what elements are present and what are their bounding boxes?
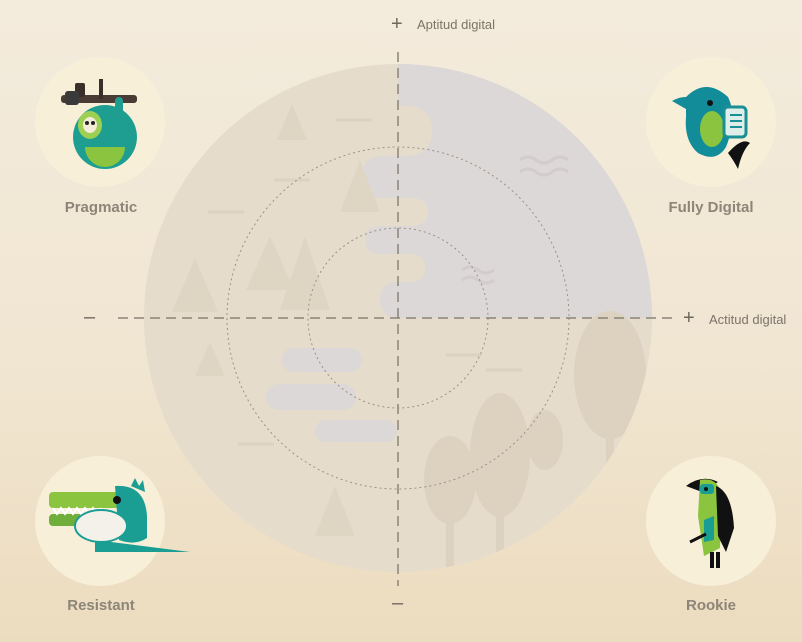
vertical-axis-label: Aptitud digital bbox=[417, 17, 496, 32]
fully-digital-medallion bbox=[646, 57, 776, 187]
wave-decor bbox=[461, 155, 569, 285]
dolphin-icon bbox=[672, 87, 750, 169]
horizontal-minus-sign: – bbox=[84, 306, 96, 328]
toucan-icon bbox=[686, 478, 734, 568]
pragmatic-medallion bbox=[35, 57, 165, 187]
resistant-medallion bbox=[35, 456, 190, 586]
cloud bbox=[282, 348, 362, 372]
quadrant-label-resistant: Resistant bbox=[67, 597, 135, 614]
cloud bbox=[266, 384, 356, 410]
quadrant-label-fully-digital: Fully Digital bbox=[668, 199, 754, 216]
rookie-medallion bbox=[646, 456, 776, 586]
sloth-icon bbox=[61, 79, 137, 169]
tree-silhouettes bbox=[172, 104, 380, 536]
quadrant-label-rookie: Rookie bbox=[685, 597, 736, 614]
forest bbox=[424, 311, 646, 570]
horizontal-axis-label: Actitud digital bbox=[709, 312, 787, 327]
vertical-plus-sign: + bbox=[391, 13, 403, 35]
horizontal-plus-sign: + bbox=[683, 307, 695, 329]
quadrant-label-pragmatic: Pragmatic bbox=[64, 199, 138, 216]
vertical-minus-sign: – bbox=[392, 592, 404, 614]
crocodile-icon bbox=[49, 478, 190, 552]
cloud bbox=[315, 420, 397, 442]
decor-dashes bbox=[208, 118, 522, 446]
